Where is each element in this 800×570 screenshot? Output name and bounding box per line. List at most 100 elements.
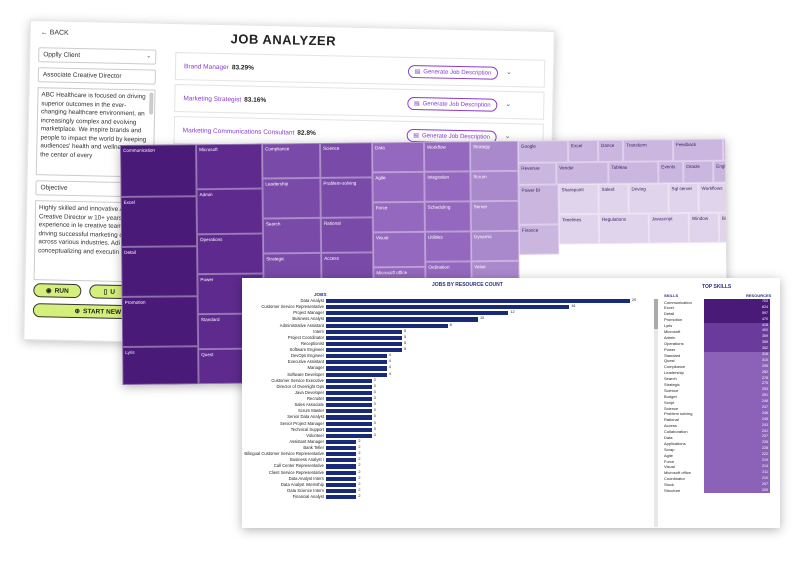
treemap-cell[interactable]: Agile [372,171,425,203]
client-select[interactable]: Opplly Client ⌄ [38,47,157,65]
treemap-cell[interactable]: Outlook [722,138,728,161]
back-link[interactable]: ← BACK [41,29,69,37]
treemap-cell[interactable]: Javascript [648,213,690,244]
treemap-cell[interactable]: Salesf. [598,183,629,214]
skill-row[interactable]: Budget 251 [654,393,776,400]
skill-row[interactable]: Script 248 [654,399,776,406]
treemap-cell[interactable]: Detail [121,246,198,297]
bar[interactable] [326,488,357,494]
treemap-cell[interactable]: Search [262,217,322,254]
role-input[interactable]: Associate Creative Director [37,67,156,85]
treemap-cell[interactable]: Operations [196,233,264,275]
treemap-cell[interactable]: Compliance [261,142,321,179]
job-result-row[interactable]: Marketing Strategist 83.16% ▤ Generate Job… [174,84,545,120]
skill-row[interactable]: Leadership 282 [654,369,776,376]
skill-row[interactable]: Search 278 [654,375,776,382]
bar[interactable] [326,341,402,347]
bar[interactable] [326,446,357,451]
skill-row[interactable]: Science 247 [654,405,776,411]
bar[interactable] [326,311,509,316]
treemap-cell[interactable]: Billing [718,212,728,243]
bar[interactable] [326,299,630,304]
chevron-down-icon[interactable]: ⌄ [505,68,512,77]
treemap-cell[interactable]: Workflow [423,141,471,172]
treemap-cell[interactable]: Communication [120,144,197,197]
treemap-cell[interactable]: Excel [120,196,198,247]
skill-row[interactable]: Coordinator 210 [654,475,776,482]
skill-row[interactable]: Detail 597 [654,310,776,317]
treemap-cell[interactable]: Vendor [556,161,609,185]
treemap-cell[interactable]: Events [658,161,684,184]
bar[interactable] [326,397,372,402]
skill-row[interactable]: Force 219 [654,458,776,464]
treemap-cell[interactable]: Power BI [518,184,559,225]
treemap-cell[interactable]: Admin [196,188,263,235]
bar[interactable] [326,470,357,475]
bar[interactable] [326,495,357,500]
skill-row[interactable]: Power 352 [654,346,776,353]
bar[interactable] [326,317,478,322]
treemap-cell[interactable]: Data [371,141,425,173]
skill-row[interactable]: Lyris 418 [654,322,776,329]
bar[interactable] [326,360,387,365]
treemap-cell[interactable]: Force [372,201,425,233]
bar[interactable] [326,378,372,383]
treemap-cell[interactable]: Feedback [672,138,724,162]
treemap-cell[interactable]: Timelines [558,213,600,245]
chevron-down-icon[interactable]: ⌄ [504,132,511,141]
treemap-cell[interactable]: Transform [622,139,674,162]
bar[interactable] [326,305,570,310]
job-result-row[interactable]: Brand Manager 83.29% ▤ Generate Job Descri… [174,52,546,88]
generate-job-description-button[interactable]: ▤ Generate Job Description [407,64,499,80]
bar[interactable] [326,439,357,445]
bar[interactable] [326,452,357,457]
bar[interactable] [326,482,357,487]
bar[interactable] [326,427,372,432]
skill-row[interactable]: Structure 205 [654,487,776,494]
bar[interactable] [326,372,387,377]
skill-row[interactable]: Admin 359 [654,334,776,341]
generate-job-description-button[interactable]: ▤ Generate Job Description [407,96,498,112]
treemap-cell[interactable]: Science [319,142,373,178]
bar[interactable] [326,433,372,438]
skill-row[interactable]: Applications 235 [654,440,776,447]
treemap-cell[interactable]: Utilities [424,231,472,262]
run-button[interactable]: ◉ RUN [33,283,82,299]
description-scrollbar[interactable] [149,92,154,115]
treemap-cell[interactable]: English [713,160,728,183]
treemap-cell[interactable]: Sharepoint [558,183,599,215]
skill-row[interactable]: Scrap 228 [654,446,776,453]
skill-row[interactable]: Microsoft 400 [654,328,776,335]
treemap-cell[interactable]: Integration [424,171,471,202]
skill-row[interactable]: Quest 310 [654,357,776,364]
treemap-cell[interactable]: Tableau [608,161,659,184]
treemap-cell[interactable]: Revenue [518,162,557,185]
skill-row[interactable]: Agile 222 [654,452,776,459]
treemap-cell[interactable]: Strategy [469,140,519,172]
treemap-cell[interactable]: Finance [518,224,560,255]
bar[interactable] [326,421,372,426]
skill-row[interactable]: Collaboration 241 [654,428,776,435]
bar[interactable] [326,384,372,389]
skill-row[interactable]: Operations 359 [654,340,776,347]
treemap-cell[interactable]: Promotion [121,296,199,347]
skill-row[interactable]: Rational 245 [654,416,776,423]
skill-row[interactable]: Promotion 470 [654,316,776,323]
skill-row[interactable]: Microsoft office 211 [654,469,776,476]
skill-row[interactable]: Communication 703 [654,299,776,305]
treemap-cell[interactable]: Visual [372,231,426,268]
treemap-cell[interactable]: Lyris [122,346,199,385]
skills-scrollbar[interactable] [654,299,658,527]
bar[interactable] [326,464,357,469]
bar[interactable] [326,348,402,353]
skill-row[interactable]: Excel 624 [654,304,776,311]
skills-scrollbar-thumb[interactable] [654,299,658,329]
bar[interactable] [326,403,372,408]
treemap-cell[interactable]: Google [517,140,569,163]
skill-row[interactable]: Access 243 [654,422,776,429]
skill-row[interactable]: Science 253 [654,387,776,394]
treemap-cell[interactable]: Regulations [598,213,650,244]
skill-row[interactable]: Compliance 295 [654,363,776,370]
bar[interactable] [326,476,357,481]
skill-row[interactable]: Stock 207 [654,481,776,488]
